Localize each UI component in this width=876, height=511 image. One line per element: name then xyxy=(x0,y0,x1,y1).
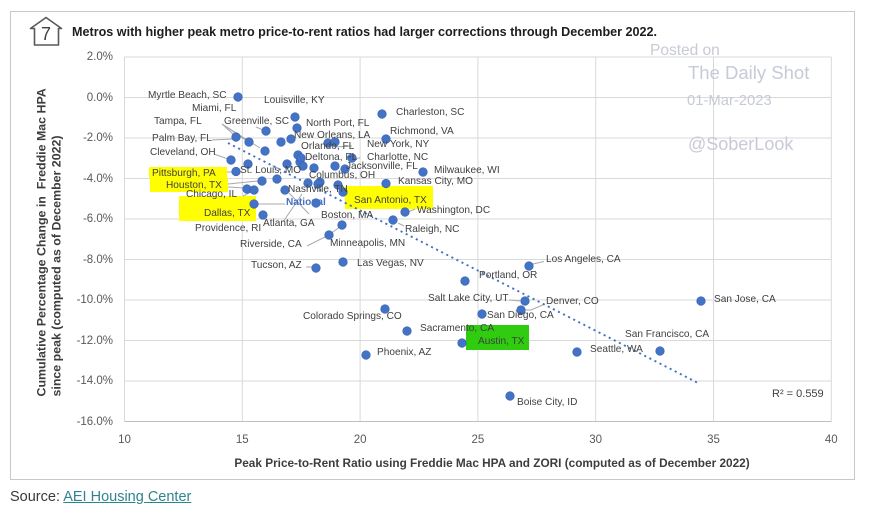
svg-text:7: 7 xyxy=(41,24,51,44)
